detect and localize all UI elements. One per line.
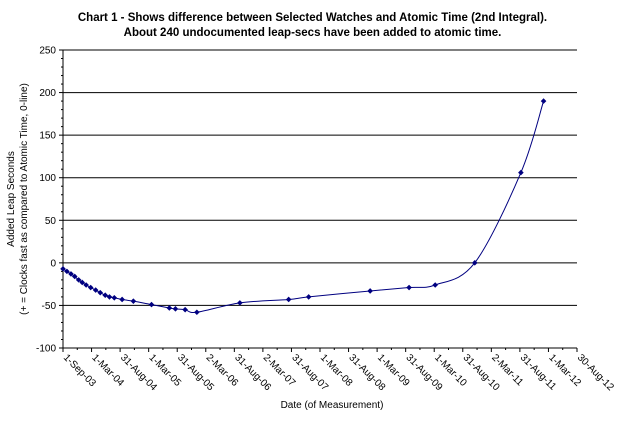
data-point — [111, 294, 118, 301]
data-point — [64, 268, 70, 275]
y-tick-label: -100 — [36, 344, 56, 355]
data-point — [166, 305, 173, 311]
data-point — [119, 296, 125, 303]
data-point — [92, 287, 99, 293]
data-point — [102, 292, 109, 299]
data-point — [305, 294, 312, 300]
data-point — [83, 282, 89, 288]
y-axis-title-line2: (+ = Clocks fast as compared to Atomic T… — [19, 83, 30, 315]
x-tick-label: 30-Aug-12 — [575, 352, 616, 393]
data-point — [518, 169, 524, 176]
data-point — [406, 284, 412, 291]
data-point — [97, 289, 104, 296]
data-point — [182, 306, 188, 313]
series-line — [62, 100, 545, 313]
y-tick-label: 250 — [39, 46, 56, 57]
data-point — [79, 279, 86, 286]
data-point — [60, 266, 66, 272]
data-point — [148, 301, 155, 308]
data-point — [471, 260, 478, 266]
data-point — [68, 271, 74, 277]
data-point — [237, 300, 243, 306]
chart-subtitle: About 240 undocumented leap-secs have be… — [123, 27, 502, 39]
chart-title: Chart 1 - Shows difference between Selec… — [77, 12, 548, 24]
y-tick-label: 0 — [50, 258, 56, 269]
y-axis-title-line1: Added Leap Seconds — [6, 151, 17, 247]
data-point — [194, 309, 200, 316]
y-tick-label: 100 — [39, 173, 56, 184]
x-axis-title: Date (of Measurement) — [281, 400, 384, 411]
data-point — [367, 288, 373, 294]
data-point — [130, 298, 137, 304]
data-point — [71, 273, 78, 280]
data-point — [75, 277, 82, 283]
y-tick-label: -50 — [42, 301, 57, 312]
y-tick-label: 50 — [45, 216, 57, 227]
data-point — [106, 294, 113, 300]
y-tick-label: 150 — [39, 131, 56, 142]
data-point — [540, 98, 547, 104]
data-point — [87, 284, 94, 291]
data-point — [432, 282, 438, 288]
data-point — [285, 296, 292, 303]
y-tick-label: 200 — [39, 88, 56, 99]
data-point — [172, 306, 179, 312]
